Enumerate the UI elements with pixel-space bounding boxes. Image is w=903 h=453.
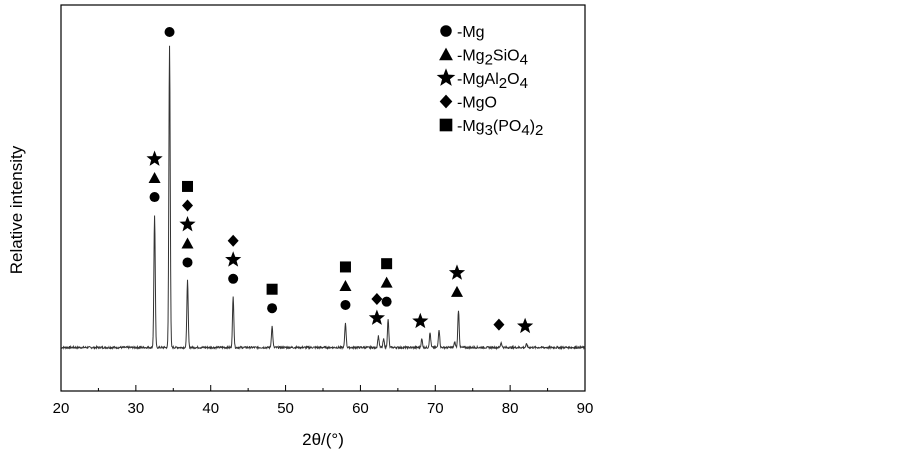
triangle-marker bbox=[439, 47, 453, 61]
x-axis-title: 2θ/(°) bbox=[302, 430, 344, 449]
circle-marker bbox=[381, 296, 392, 307]
triangle-marker bbox=[181, 237, 194, 249]
circle-marker bbox=[440, 25, 452, 37]
star-marker bbox=[225, 251, 242, 267]
x-tick-label: 40 bbox=[202, 400, 219, 417]
diamond-marker bbox=[227, 234, 239, 247]
circle-marker bbox=[267, 303, 278, 314]
triangle-marker bbox=[339, 279, 352, 291]
star-marker bbox=[448, 264, 466, 280]
circle-marker bbox=[164, 27, 175, 37]
triangle-marker bbox=[148, 172, 161, 184]
square-marker bbox=[182, 180, 194, 192]
star-marker bbox=[146, 150, 163, 166]
triangle-marker bbox=[380, 276, 393, 288]
x-tick-label: 80 bbox=[502, 400, 519, 417]
x-axis-tick-labels: 20 30 40 50 60 70 80 90 bbox=[53, 400, 594, 417]
x-tick-label: 60 bbox=[352, 400, 369, 417]
phase-markers bbox=[146, 27, 534, 334]
square-marker bbox=[381, 258, 393, 270]
circle-marker bbox=[182, 257, 193, 268]
legend-label: -MgAl2O4 bbox=[457, 71, 528, 92]
star-marker bbox=[436, 68, 456, 86]
circle-marker bbox=[340, 299, 351, 310]
legend-label: -Mg2SiO4 bbox=[457, 48, 528, 69]
x-tick-label: 20 bbox=[53, 400, 70, 417]
diamond-marker bbox=[182, 199, 194, 212]
diamond-marker bbox=[493, 318, 505, 331]
circle-marker bbox=[149, 192, 160, 203]
circle-marker bbox=[228, 273, 239, 284]
star-marker bbox=[368, 309, 385, 325]
square-marker bbox=[266, 283, 278, 295]
x-tick-label: 50 bbox=[277, 400, 294, 417]
y-axis-title: Relative intensity bbox=[7, 145, 26, 274]
square-marker bbox=[339, 261, 351, 273]
legend-label: -Mg bbox=[457, 24, 485, 41]
x-axis-ticks bbox=[60, 385, 586, 391]
diamond-marker bbox=[439, 94, 453, 109]
legend: -Mg -Mg2SiO4-MgAl2O4 -MgO -Mg3(PO4)2 bbox=[436, 24, 543, 139]
legend-label: -Mg3(PO4)2 bbox=[457, 118, 543, 139]
square-marker bbox=[439, 118, 453, 132]
triangle-marker bbox=[450, 285, 463, 297]
star-marker bbox=[412, 312, 429, 329]
xrd-pattern-line bbox=[60, 45, 586, 351]
x-tick-label: 70 bbox=[427, 400, 444, 417]
star-marker bbox=[179, 215, 196, 232]
star-marker bbox=[517, 317, 534, 334]
diamond-marker bbox=[371, 293, 383, 306]
x-tick-label: 90 bbox=[577, 400, 594, 417]
x-tick-label: 30 bbox=[128, 400, 145, 417]
legend-label: -MgO bbox=[457, 95, 497, 112]
